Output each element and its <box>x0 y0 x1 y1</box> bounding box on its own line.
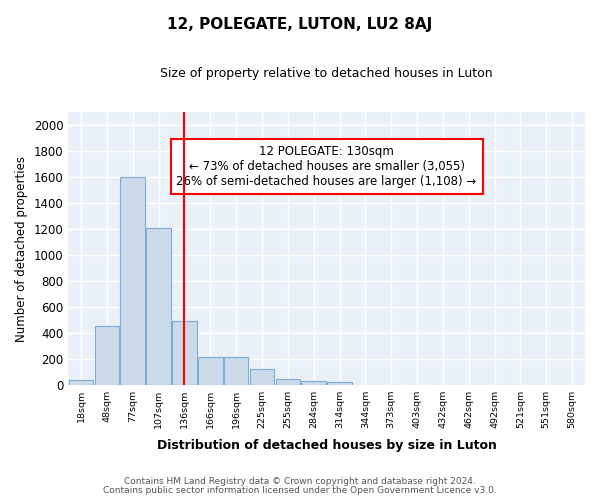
Text: Contains public sector information licensed under the Open Government Licence v3: Contains public sector information licen… <box>103 486 497 495</box>
Bar <box>275 379 300 385</box>
Bar <box>172 322 197 385</box>
Bar <box>327 382 352 385</box>
Bar <box>95 326 119 385</box>
Text: Contains HM Land Registry data © Crown copyright and database right 2024.: Contains HM Land Registry data © Crown c… <box>124 477 476 486</box>
Title: Size of property relative to detached houses in Luton: Size of property relative to detached ho… <box>160 68 493 80</box>
Text: 12, POLEGATE, LUTON, LU2 8AJ: 12, POLEGATE, LUTON, LU2 8AJ <box>167 18 433 32</box>
Bar <box>69 380 94 385</box>
Y-axis label: Number of detached properties: Number of detached properties <box>15 156 28 342</box>
Bar <box>250 369 274 385</box>
Bar <box>146 228 171 385</box>
Text: 12 POLEGATE: 130sqm
← 73% of detached houses are smaller (3,055)
26% of semi-det: 12 POLEGATE: 130sqm ← 73% of detached ho… <box>176 145 477 188</box>
Bar <box>198 357 223 385</box>
Bar <box>301 381 326 385</box>
Bar <box>121 177 145 385</box>
X-axis label: Distribution of detached houses by size in Luton: Distribution of detached houses by size … <box>157 440 497 452</box>
Bar <box>224 357 248 385</box>
